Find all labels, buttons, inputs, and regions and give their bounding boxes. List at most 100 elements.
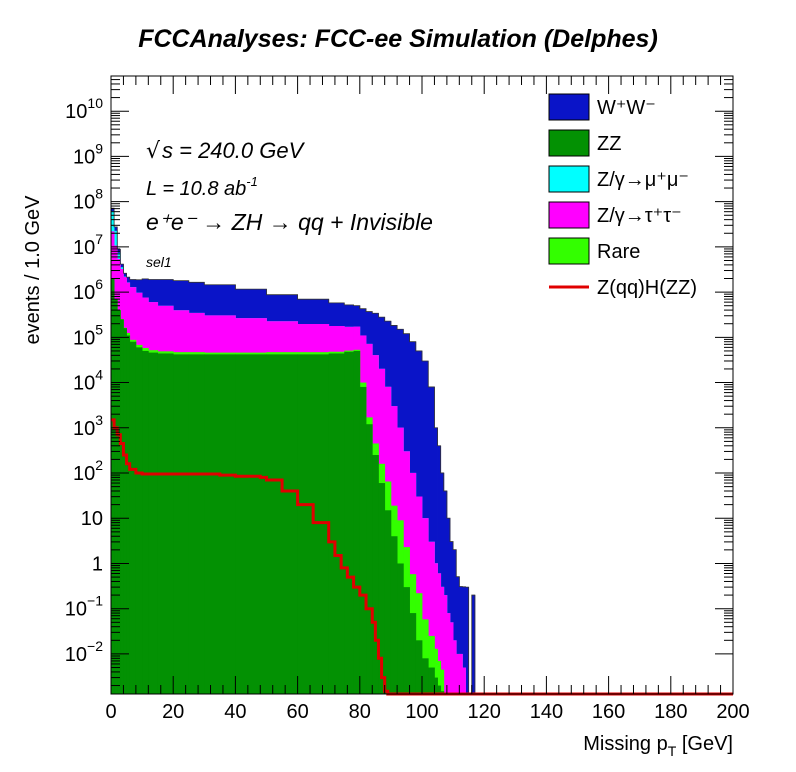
- bar: [434, 648, 438, 694]
- bar: [117, 310, 121, 694]
- bar: [428, 386, 435, 694]
- x-tick-label: 0: [105, 701, 116, 723]
- bar: [434, 677, 438, 694]
- y-tick-label: 10−2: [65, 638, 103, 666]
- x-tick-label: 160: [592, 701, 625, 723]
- lumi-exponent: -1: [246, 174, 258, 189]
- bar: [437, 685, 442, 694]
- sqrt-s-label: s = 240.0 GeV: [162, 138, 306, 163]
- legend-label: ZZ: [597, 133, 621, 155]
- bar: [126, 335, 131, 694]
- stack-layer: [111, 207, 485, 695]
- bar: [235, 354, 267, 694]
- bar: [462, 586, 466, 694]
- legend-swatch: [548, 237, 590, 265]
- y-tick-label: 108: [73, 186, 103, 214]
- bar: [456, 576, 460, 694]
- lumi-label: L = 10.8 ab-1: [146, 174, 258, 200]
- axes-layer: 0 20 40 60 80 100 120 140 160 180 200 1010 109 108 107…: [65, 76, 750, 723]
- lumi-text: L = 10.8 ab: [146, 178, 246, 200]
- bar: [428, 667, 435, 694]
- bar: [440, 586, 445, 694]
- bar: [297, 354, 330, 694]
- legend-label: Z/γ→τ⁺τ⁻: [597, 205, 682, 227]
- signal-layer: [111, 418, 733, 696]
- bar: [384, 510, 392, 694]
- y-axis-label: events / 1.0 GeV: [22, 195, 44, 345]
- x-tick-label: 40: [224, 701, 246, 723]
- x-tick-label: 200: [716, 701, 749, 723]
- bar: [148, 352, 159, 694]
- bar: [449, 622, 454, 694]
- bar: [437, 445, 442, 694]
- y-tick-label: 10−1: [65, 593, 103, 621]
- bar: [422, 619, 429, 694]
- bar: [359, 386, 367, 694]
- bar: [434, 427, 438, 694]
- bar: [173, 354, 190, 694]
- legend-swatch: [548, 93, 590, 121]
- bar: [123, 328, 127, 694]
- y-tick-label: 102: [73, 457, 103, 485]
- bar: [366, 424, 373, 694]
- bar: [453, 549, 457, 694]
- bar: [459, 586, 463, 694]
- y-tick-label: 104: [73, 367, 103, 395]
- bar: [437, 660, 442, 694]
- bar: [409, 613, 417, 694]
- x-tick-label: 60: [286, 701, 308, 723]
- bar: [446, 613, 451, 694]
- y-tick-label: 10: [81, 508, 103, 530]
- y-tick-label: 107: [73, 231, 103, 259]
- selection-label: sel1: [146, 254, 172, 270]
- legend-entry: ZZ: [548, 129, 621, 157]
- bar: [120, 319, 124, 694]
- bar: [422, 518, 429, 694]
- bar: [440, 669, 445, 694]
- bar: [129, 341, 137, 694]
- bar: [462, 667, 466, 694]
- series-zz: [111, 278, 445, 694]
- legend-entry: Z/γ→μ⁺μ⁻: [548, 165, 689, 193]
- legend-label: W⁺W⁻: [597, 97, 656, 119]
- bar: [428, 541, 435, 694]
- bar: [449, 541, 454, 694]
- bar: [397, 563, 404, 694]
- bar: [188, 354, 205, 694]
- y-tick-label: 105: [73, 321, 103, 349]
- process-label: e⁺e⁻ → ZH → qq + Invisible: [146, 209, 433, 235]
- x-axis-label-subscript: T: [668, 743, 677, 759]
- bar: [204, 354, 236, 694]
- y-tick-label: 106: [73, 276, 103, 304]
- annotations: √ s = 240.0 GeV L = 10.8 ab-1 e⁺e⁻ → ZH …: [146, 138, 433, 270]
- bar: [372, 455, 379, 694]
- sqrt-symbol: √: [146, 139, 161, 164]
- x-axis-label-unit: [GeV]: [676, 733, 733, 755]
- legend-label: Rare: [597, 241, 640, 263]
- bar: [459, 653, 463, 694]
- y-tick-label: 1: [92, 553, 103, 575]
- y-tick-label: 1010: [65, 95, 103, 123]
- bar: [465, 587, 470, 694]
- stack-outline: [111, 207, 485, 695]
- bar: [437, 573, 442, 694]
- bar: [344, 351, 354, 694]
- bar: [353, 350, 361, 694]
- legend-entry: Rare: [548, 237, 640, 265]
- bar: [135, 347, 143, 694]
- legend-swatch: [548, 165, 590, 193]
- bar: [456, 653, 460, 694]
- legend-label: Z(qq)H(ZZ): [597, 277, 697, 299]
- y-tick-label: 109: [73, 140, 103, 168]
- bar: [328, 353, 345, 694]
- bar: [443, 490, 448, 694]
- bar: [142, 350, 149, 694]
- legend: W⁺W⁻ ZZ Z/γ→μ⁺μ⁻ Z/γ→τ⁺τ⁻ Rare Z(qq)H(ZZ): [548, 93, 697, 299]
- x-tick-label: 180: [654, 701, 687, 723]
- bar: [443, 595, 448, 694]
- legend-swatch: [548, 201, 590, 229]
- bar: [440, 472, 445, 694]
- bar: [390, 536, 398, 694]
- bar: [471, 595, 476, 694]
